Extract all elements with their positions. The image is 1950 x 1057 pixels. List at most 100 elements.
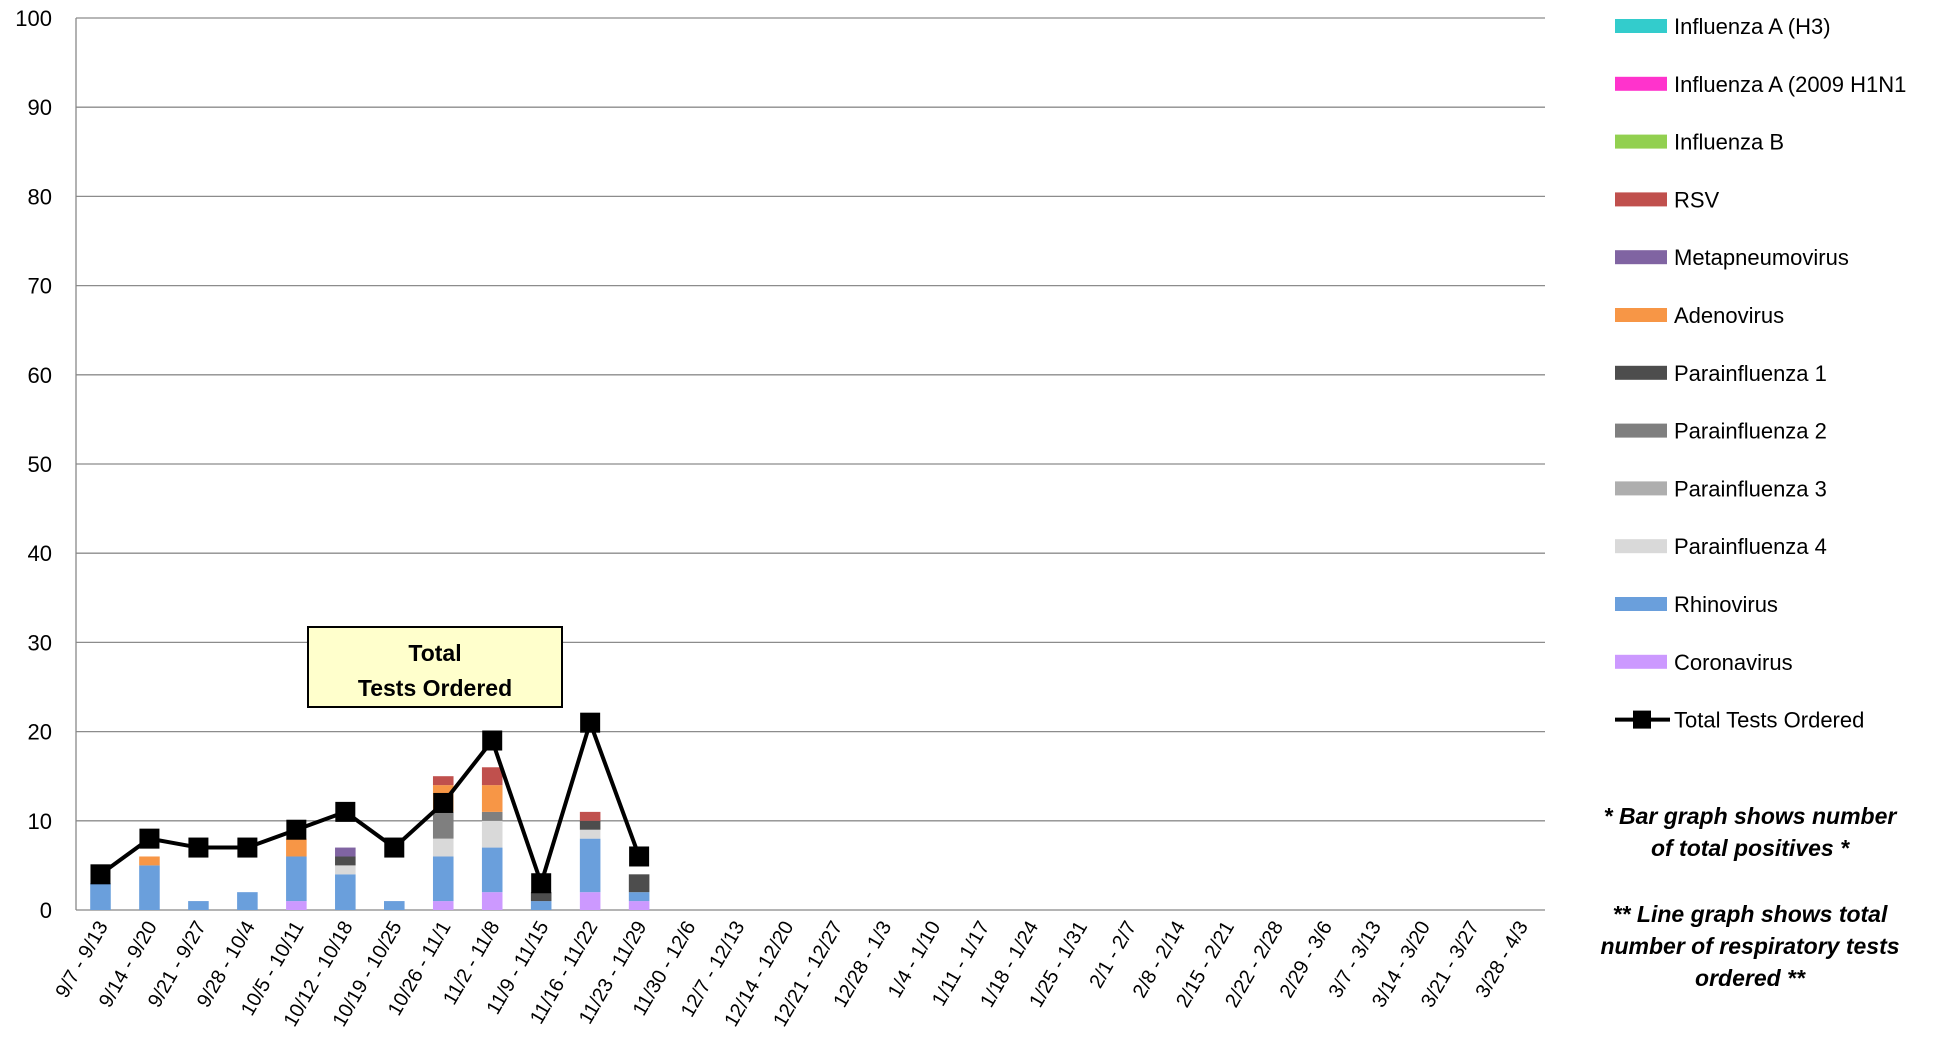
legend-swatch-influenza-a-2009-h1n1 [1615, 76, 1667, 91]
legend-label-parainfluenza-4: Parainfluenza 4 [1674, 534, 1827, 559]
total-tests-marker [433, 792, 454, 813]
legend-label-influenza-a-h3: Influenza A (H3) [1674, 14, 1831, 39]
line-note-line1: ** Line graph shows total [1612, 901, 1888, 927]
line-note-line3: ordered ** [1695, 965, 1805, 991]
bar-parainfluenza-4 [432, 838, 454, 857]
legend-swatch-parainfluenza-4 [1615, 539, 1667, 554]
bar-rhinovirus [237, 892, 258, 910]
bar-rhinovirus [628, 892, 650, 902]
bar-coronavirus [579, 892, 601, 910]
legend-swatch-coronavirus [1615, 654, 1667, 669]
x-tick-label: 2/1 - 2/7 [1085, 918, 1141, 993]
y-tick-label: 90 [28, 95, 52, 120]
total-tests-line [90, 712, 650, 894]
legend-marker-total-tests [1633, 710, 1651, 729]
legend-swatch-parainfluenza-1 [1615, 365, 1667, 380]
callout-box: Total Tests Ordered [307, 626, 563, 708]
total-tests-marker [580, 712, 601, 733]
bar-parainfluenza-2 [432, 811, 454, 839]
legend-swatch-influenza-b [1615, 134, 1667, 149]
total-tests-marker [286, 819, 307, 840]
bar-rhinovirus [335, 874, 356, 910]
bar-rhinovirus [432, 856, 454, 902]
bar-rhinovirus [90, 883, 111, 910]
bar-parainfluenza-1 [335, 856, 356, 866]
legend-swatch-influenza-a-h3 [1615, 19, 1667, 33]
y-tick-label: 50 [28, 452, 52, 477]
bar-rhinovirus [579, 838, 601, 893]
legend-label-influenza-b: Influenza B [1674, 130, 1784, 155]
bar-note-line2: of total positives * [1650, 835, 1850, 861]
y-tick-label: 80 [28, 184, 52, 209]
legend-swatch-metapneumovirus [1615, 250, 1667, 265]
bar-adenovirus [139, 856, 160, 866]
bar-coronavirus [286, 901, 307, 910]
callout-line2: Tests Ordered [358, 675, 512, 701]
total-tests-polyline [99, 716, 641, 890]
bar-rhinovirus [530, 901, 552, 910]
callout-background [307, 626, 563, 708]
y-tick-label: 20 [28, 720, 52, 745]
bar-parainfluenza-1 [628, 874, 650, 893]
bar-rhinovirus [188, 901, 209, 910]
y-tick-label: 70 [28, 274, 52, 299]
bar-coronavirus [628, 901, 650, 910]
y-tick-label: 30 [28, 630, 52, 655]
line-note-line2: number of respiratory tests [1600, 933, 1900, 959]
bar-parainfluenza-2 [481, 811, 503, 821]
legend-label-coronavirus: Coronavirus [1674, 650, 1793, 675]
total-tests-marker [629, 846, 650, 867]
legend-swatch-rsv [1615, 192, 1667, 207]
y-tick-label: 10 [28, 809, 52, 834]
stacked-bars [90, 767, 650, 910]
y-tick-label: 60 [28, 363, 52, 388]
bar-metapneumovirus [335, 847, 356, 857]
bar-parainfluenza-4 [335, 865, 356, 875]
y-axis-tick-labels: 0 10 20 30 40 50 60 70 80 90 100 [15, 6, 52, 923]
total-tests-marker [188, 837, 209, 858]
bar-parainfluenza-4 [481, 820, 503, 848]
legend-swatch-rhinovirus [1615, 597, 1667, 611]
bar-parainfluenza-1 [530, 892, 552, 902]
y-tick-label: 100 [15, 6, 52, 31]
legend-swatch-parainfluenza-2 [1615, 423, 1667, 438]
bar-rsv [579, 811, 601, 821]
total-tests-marker [335, 801, 356, 822]
bar-rhinovirus [481, 847, 503, 893]
legend-label-parainfluenza-1: Parainfluenza 1 [1674, 361, 1827, 386]
bar-rhinovirus [384, 901, 405, 910]
gridlines [75, 17, 1545, 911]
legend-label-rsv: RSV [1674, 187, 1720, 212]
bar-rsv [481, 767, 503, 786]
y-tick-label: 0 [40, 898, 52, 923]
total-tests-marker [139, 828, 160, 849]
legend-label-parainfluenza-3: Parainfluenza 3 [1674, 476, 1827, 501]
total-tests-marker [237, 837, 258, 858]
total-tests-marker [90, 864, 111, 885]
legend-swatch-adenovirus [1615, 308, 1667, 322]
legend-label-metapneumovirus: Metapneumovirus [1674, 245, 1849, 270]
bar-coronavirus [432, 901, 454, 910]
bar-adenovirus [481, 785, 503, 812]
bar-note-line1: * Bar graph shows number [1603, 803, 1897, 829]
total-tests-marker [482, 730, 503, 751]
legend-label-adenovirus: Adenovirus [1674, 303, 1784, 328]
callout-line1: Total [408, 640, 461, 666]
bar-rsv [432, 776, 454, 786]
bar-graph-note: * Bar graph shows number of total positi… [1560, 800, 1940, 864]
x-axis-tick-labels: 9/7 - 9/139/14 - 9/209/21 - 9/279/28 - 1… [52, 917, 1533, 1030]
legend-label-parainfluenza-2: Parainfluenza 2 [1674, 419, 1827, 444]
line-graph-note: ** Line graph shows total number of resp… [1560, 898, 1940, 994]
legend-label-total-tests-ordered: Total Tests Ordered [1674, 708, 1864, 733]
legend: Influenza A (H3) Influenza A (2009 H1N1 In… [1615, 14, 1906, 733]
bar-parainfluenza-1 [579, 820, 601, 830]
total-tests-marker [531, 873, 552, 894]
y-tick-label: 40 [28, 541, 52, 566]
bar-adenovirus [286, 838, 307, 857]
legend-label-influenza-a-2009-h1n1: Influenza A (2009 H1N1 [1674, 72, 1906, 97]
bar-parainfluenza-4 [579, 829, 601, 839]
legend-swatch-parainfluenza-3 [1615, 481, 1667, 496]
total-tests-marker [384, 837, 405, 858]
legend-label-rhinovirus: Rhinovirus [1674, 592, 1778, 617]
